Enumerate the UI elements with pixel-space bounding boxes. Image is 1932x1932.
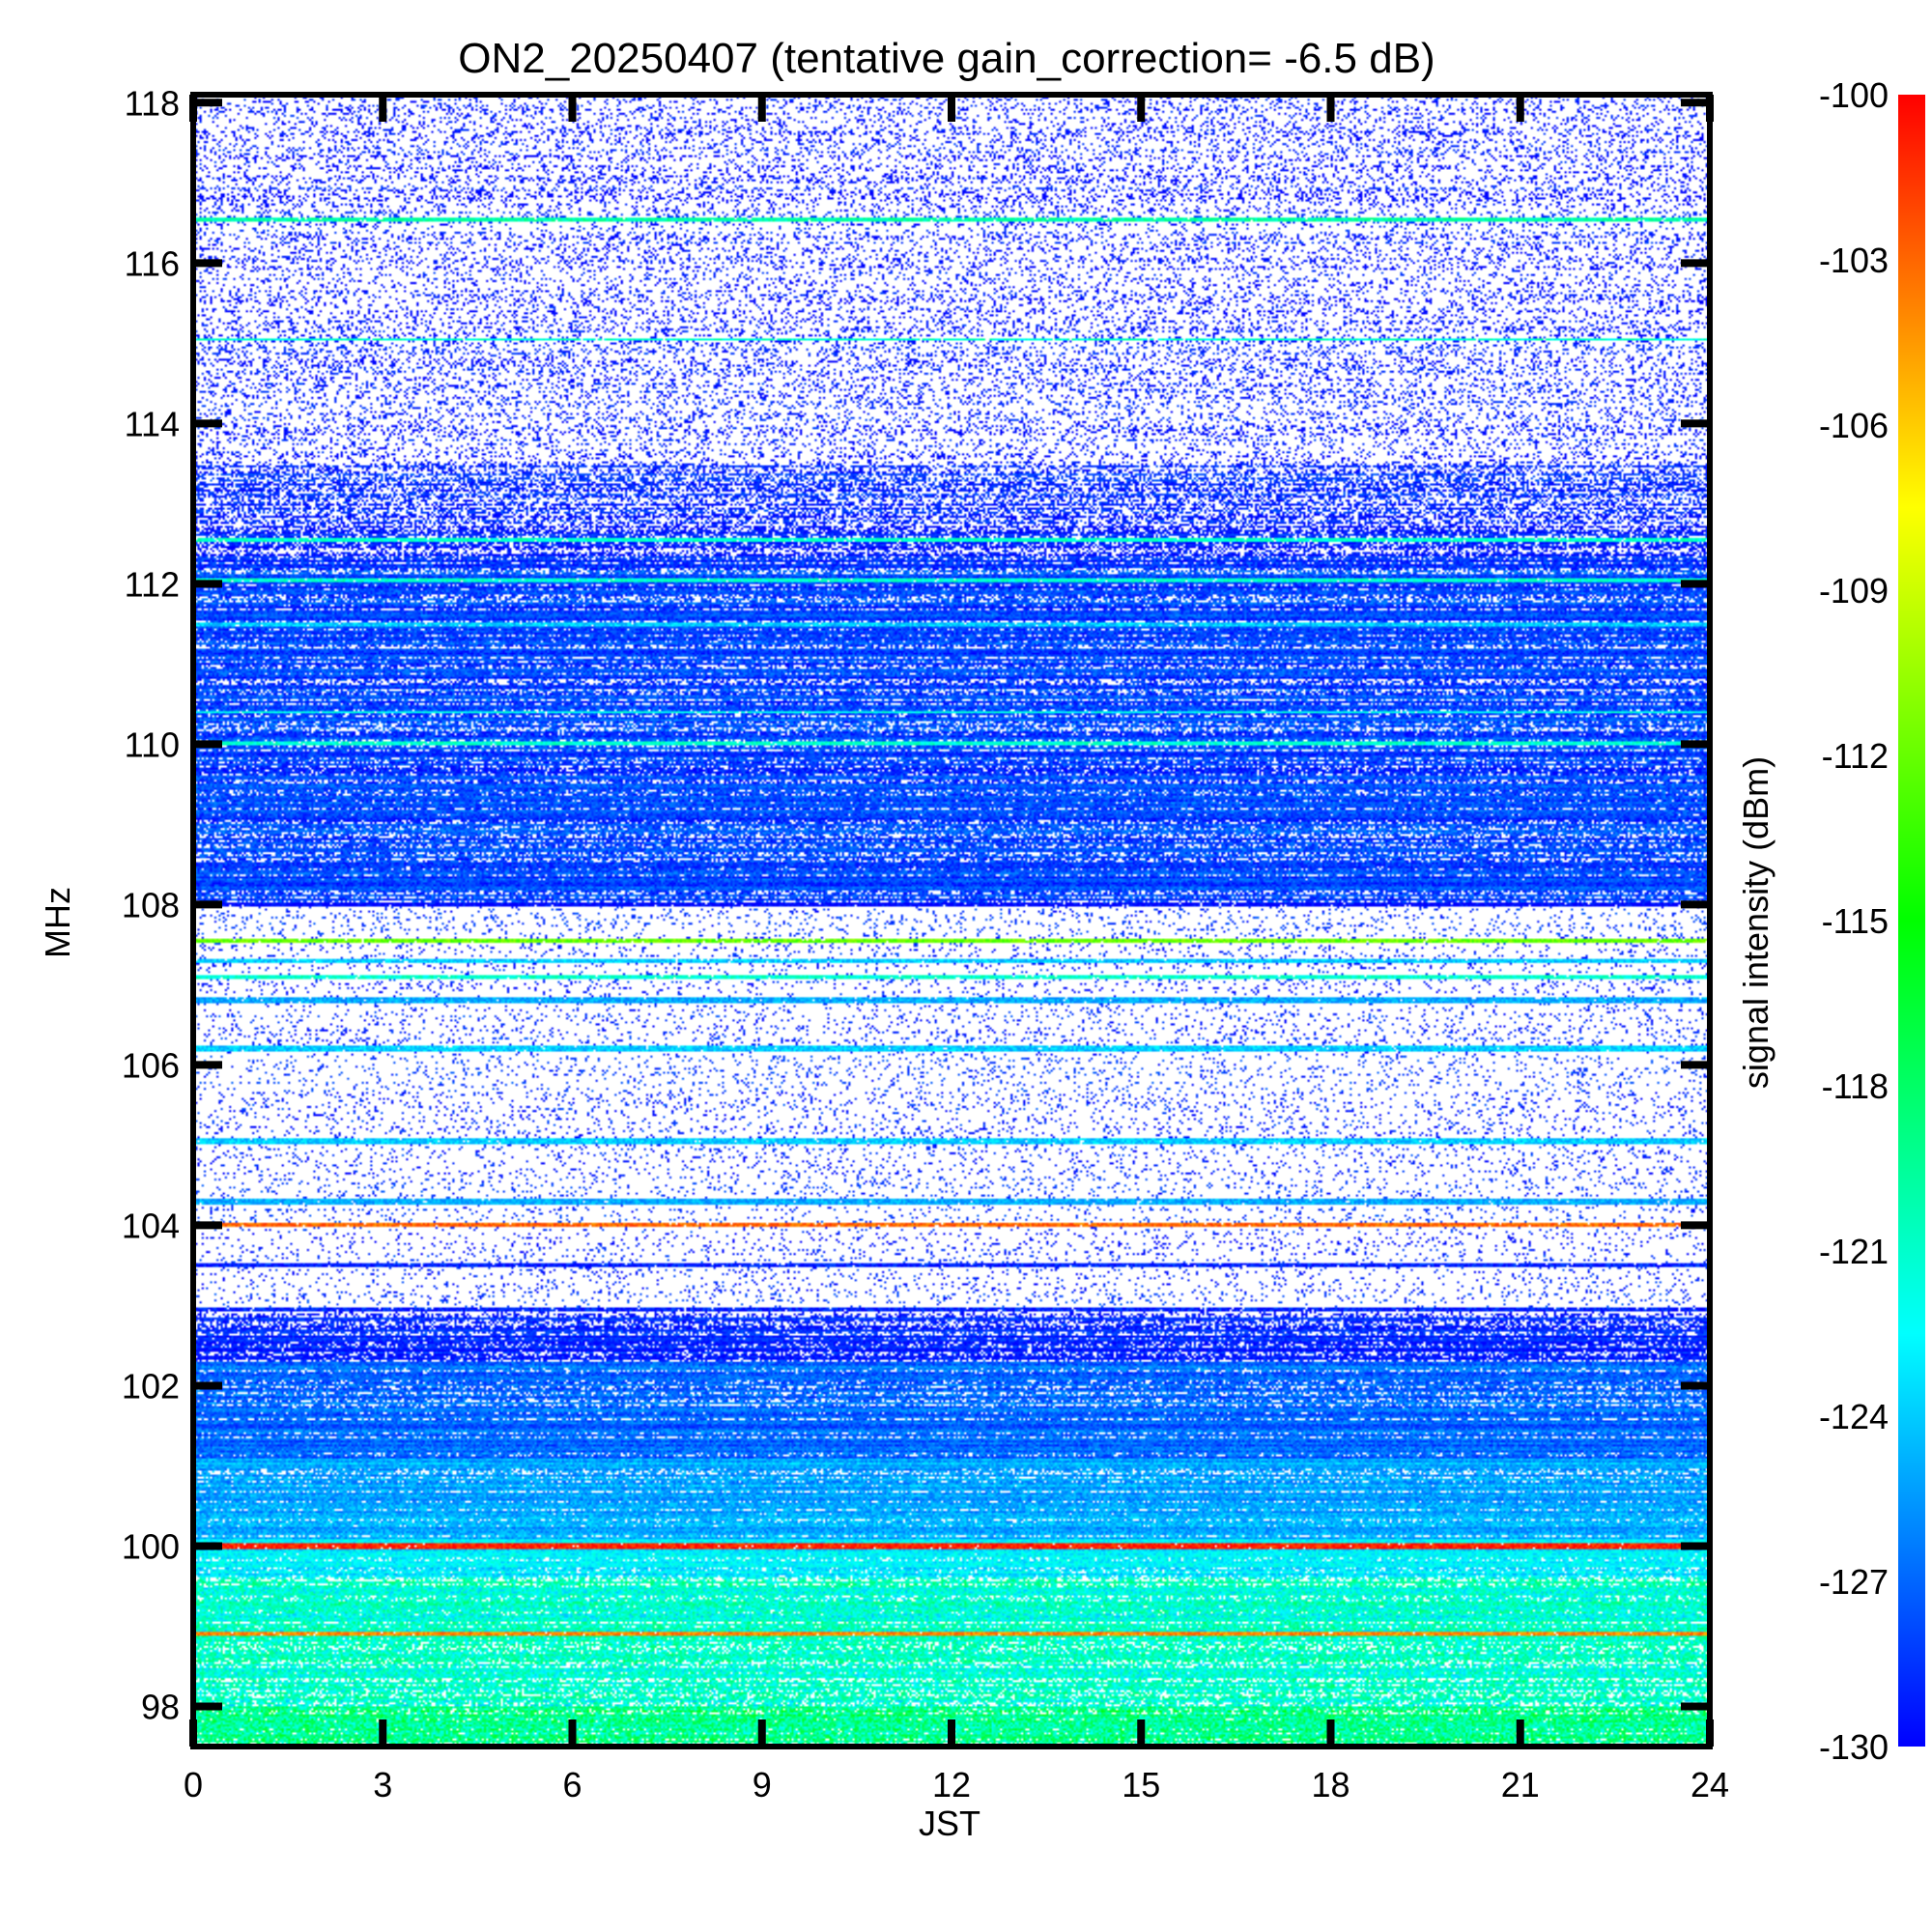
x-tick-label: 3 <box>373 1765 392 1804</box>
colorbar-tick-label: -115 <box>1822 901 1889 941</box>
y-tick-label: 98 <box>141 1687 180 1726</box>
colorbar <box>1898 95 1925 1747</box>
x-tick-label: 0 <box>184 1765 203 1804</box>
colorbar-tick-label: -103 <box>1819 241 1889 280</box>
colorbar-tick-label: -106 <box>1819 406 1889 445</box>
y-axis-label: MHz <box>38 887 77 958</box>
x-tick-label: 15 <box>1122 1765 1160 1804</box>
y-tick-label: 104 <box>122 1206 180 1245</box>
x-axis-label: JST <box>919 1804 980 1843</box>
chart-title: ON2_20250407 (tentative gain_correction=… <box>458 35 1435 82</box>
x-tick-label: 18 <box>1311 1765 1350 1804</box>
colorbar-ticks: -100 -103 -106 -109 -112 -115 -118 -121 -124 -127… <box>1819 75 1889 1767</box>
y-axis-ticks: 98 100 102 104 106 108 110 112 114 116 118 <box>122 83 1710 1726</box>
colorbar-tick-label: -109 <box>1819 571 1889 611</box>
y-tick-label: 116 <box>125 243 180 283</box>
spectrogram-image <box>193 95 1710 1747</box>
x-axis-ticks: 0 3 6 9 12 15 18 21 24 <box>184 95 1729 1804</box>
colorbar-tick-label: -100 <box>1819 75 1889 115</box>
heatmap-plot-area <box>193 95 1710 1747</box>
colorbar-tick-label: -121 <box>1819 1232 1889 1271</box>
colorbar-label: signal intensity (dBm) <box>1736 756 1776 1089</box>
y-tick-label: 110 <box>125 724 180 764</box>
x-tick-label: 21 <box>1501 1765 1540 1804</box>
y-tick-label: 100 <box>122 1526 180 1566</box>
x-tick-label: 9 <box>753 1765 772 1804</box>
y-tick-label: 112 <box>125 564 180 604</box>
colorbar-tick-label: -118 <box>1822 1066 1889 1106</box>
colorbar-tick-label: -112 <box>1822 736 1889 776</box>
y-tick-label: 102 <box>122 1366 180 1406</box>
y-tick-label: 118 <box>125 83 180 123</box>
y-tick-label: 108 <box>122 885 180 924</box>
colorbar-tick-label: -124 <box>1819 1397 1889 1436</box>
colorbar-tick-label: -130 <box>1819 1727 1889 1767</box>
y-tick-label: 106 <box>122 1045 180 1085</box>
x-tick-label: 24 <box>1690 1765 1729 1804</box>
y-tick-label: 114 <box>125 404 180 443</box>
colorbar-tick-label: -127 <box>1819 1562 1889 1602</box>
x-tick-label: 12 <box>932 1765 971 1804</box>
x-tick-label: 6 <box>562 1765 582 1804</box>
